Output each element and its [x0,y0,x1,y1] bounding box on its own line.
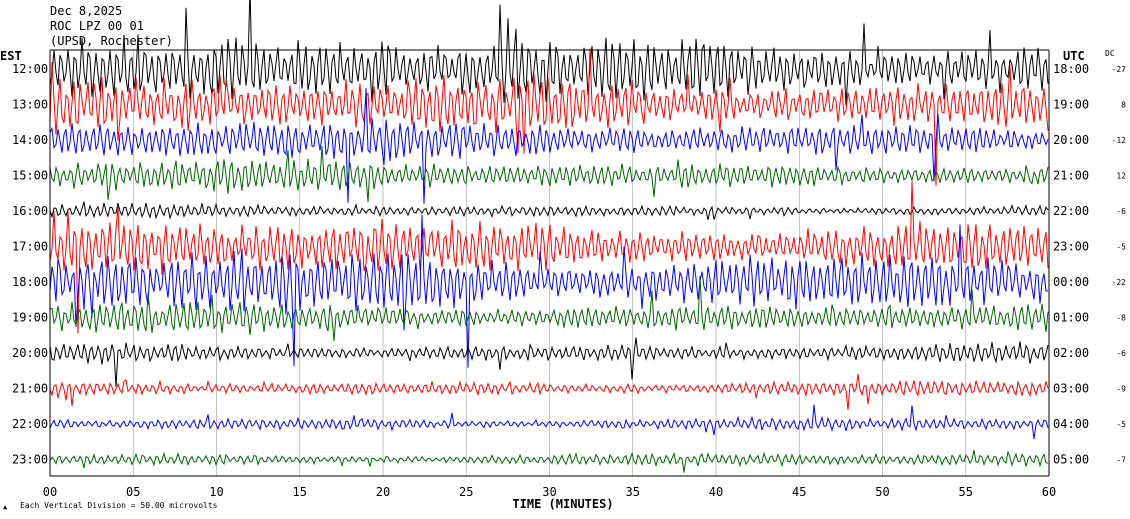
x-tick-label: 50 [875,485,889,499]
utc-hour-label: 02:00 [1053,346,1089,360]
header-station: ROC LPZ 00 01 [50,19,144,33]
x-tick-label: 55 [959,485,973,499]
x-tick-label: 30 [542,485,556,499]
est-hour-label: 13:00 [12,98,48,112]
x-axis-label: TIME (MINUTES) [512,497,613,511]
dc-offset-value: 8 [1121,101,1126,110]
utc-hour-label: 03:00 [1053,382,1089,396]
x-tick-label: 15 [293,485,307,499]
trace-line [49,181,1049,334]
trace-line [49,450,1049,473]
seismic-traces [49,0,1049,473]
x-tick-label: 40 [709,485,723,499]
scale-footnote: Each Vertical Division = 50.00 microvolt… [20,501,218,510]
trace-line [49,48,1049,186]
est-hour-label: 18:00 [12,275,48,289]
plot-frame [49,49,1050,477]
utc-hour-label: 18:00 [1053,62,1089,76]
trace-line [49,0,1049,106]
est-hour-label: 15:00 [12,169,48,183]
est-hour-label: 17:00 [12,240,48,254]
dc-offset-value: -9 [1116,385,1126,394]
dc-offset-labels: -27 8 -12 12 -6 -5 -22 -8 -6 -9 -5 -7 [1112,65,1127,465]
dc-offset-value: 12 [1116,172,1126,181]
utc-hour-label: 21:00 [1053,169,1089,183]
est-hour-label: 22:00 [12,417,48,431]
dc-offset-value: -5 [1116,420,1126,429]
x-tick-labels: 00 05 10 15 20 25 30 35 40 45 50 55 60 [43,485,1056,499]
utc-hour-label: 04:00 [1053,417,1089,431]
utc-hour-label: 19:00 [1053,98,1089,112]
est-hour-label: 20:00 [12,346,48,360]
est-hour-label: 12:00 [12,62,48,76]
utc-hour-label: 20:00 [1053,133,1089,147]
x-tick-label: 25 [459,485,473,499]
x-tick-label: 10 [209,485,223,499]
est-hour-label: 14:00 [12,133,48,147]
utc-hour-label: 05:00 [1053,453,1089,467]
est-hour-label: 21:00 [12,382,48,396]
est-axis-label: EST [0,49,22,63]
trace-line [49,337,1049,387]
dc-offset-value: -12 [1112,136,1127,145]
utc-hour-label: 00:00 [1053,275,1089,289]
utc-time-labels: 18:00 19:00 20:00 21:00 22:00 23:00 00:00 01:00… [1053,62,1089,467]
x-tick-label: 35 [626,485,640,499]
dc-offset-value: -27 [1112,65,1127,74]
vertical-grid [132,50,967,476]
dc-header: DC [1105,49,1115,58]
est-hour-label: 23:00 [12,453,48,467]
header-date: Dec 8,2025 [50,4,122,18]
x-tick-label: 00 [43,485,57,499]
trace-line [49,404,1049,440]
utc-hour-label: 23:00 [1053,240,1089,254]
utc-axis-label: UTC [1063,49,1085,63]
trace-line [49,88,1049,204]
est-hour-label: 19:00 [12,311,48,325]
dc-offset-value: -5 [1116,243,1126,252]
x-tick-label: 05 [126,485,140,499]
header-location: (UPSD, Rochester) [50,34,173,48]
trace-line [49,214,1049,368]
trace-line [49,275,1049,341]
dc-offset-value: -8 [1116,314,1126,323]
dc-offset-value: -22 [1112,278,1127,287]
dc-offset-value: -6 [1116,349,1126,358]
x-tick-label: 45 [792,485,806,499]
utc-hour-label: 01:00 [1053,311,1089,325]
utc-hour-label: 22:00 [1053,204,1089,218]
est-time-labels: 12:00 13:00 14:00 15:00 16:00 17:00 18:00 19:00… [12,62,48,467]
dc-offset-value: -6 [1116,207,1126,216]
dc-offset-value: -7 [1116,456,1126,465]
x-tick-label: 20 [376,485,390,499]
x-tick-label: 60 [1042,485,1056,499]
trace-line [49,201,1049,221]
footnote-mark: ▲ [3,503,8,511]
trace-line [49,146,1049,203]
trace-line [49,374,1049,410]
est-hour-label: 16:00 [12,204,48,218]
